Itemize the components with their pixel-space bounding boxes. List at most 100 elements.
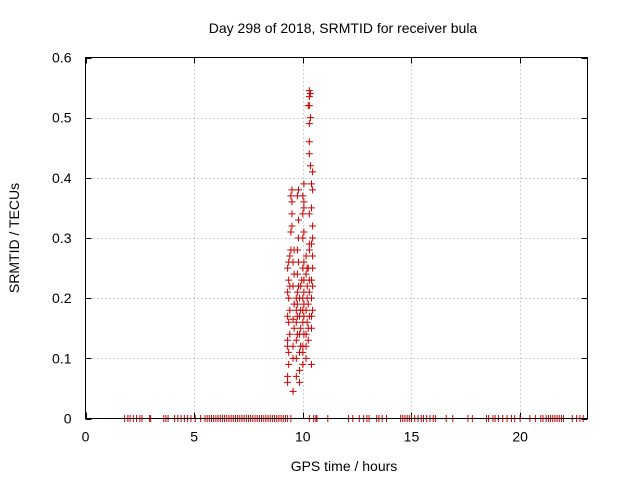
data-point bbox=[293, 288, 301, 296]
data-point bbox=[289, 342, 297, 350]
data-point bbox=[309, 168, 317, 176]
data-point bbox=[309, 222, 317, 230]
data-point bbox=[308, 360, 316, 368]
y-tick-label: 0.3 bbox=[52, 230, 72, 246]
data-point bbox=[297, 282, 305, 290]
data-point bbox=[288, 186, 296, 194]
data-point bbox=[308, 180, 316, 188]
data-point bbox=[284, 264, 292, 272]
data-point bbox=[308, 324, 316, 332]
data-point bbox=[296, 378, 304, 386]
data-point bbox=[309, 282, 317, 290]
x-tick-label: 15 bbox=[404, 429, 420, 445]
data-point bbox=[304, 336, 312, 344]
data-point bbox=[285, 294, 293, 302]
data-point bbox=[288, 210, 296, 218]
data-point bbox=[284, 336, 292, 344]
data-point bbox=[305, 150, 313, 158]
data-point bbox=[299, 348, 307, 356]
data-point bbox=[302, 354, 310, 362]
data-point bbox=[299, 234, 307, 242]
data-point bbox=[294, 216, 302, 224]
y-tick-label: 0.5 bbox=[52, 110, 72, 126]
data-point bbox=[305, 87, 313, 95]
data-point bbox=[290, 324, 298, 332]
data-point bbox=[305, 288, 313, 296]
data-point bbox=[309, 306, 317, 314]
y-tick-label: 0.1 bbox=[52, 350, 72, 366]
y-tick-label: 0.4 bbox=[52, 170, 72, 186]
data-point bbox=[305, 138, 313, 146]
data-point bbox=[285, 318, 293, 326]
x-tick-label: 10 bbox=[295, 429, 311, 445]
x-tick-labels: 0 5 10 15 20 bbox=[82, 429, 529, 445]
data-point bbox=[308, 312, 316, 320]
x-tick-label: 5 bbox=[190, 429, 198, 445]
data-point bbox=[308, 294, 316, 302]
data-point bbox=[306, 90, 314, 98]
data-point bbox=[286, 330, 294, 338]
data-point bbox=[302, 252, 310, 260]
data-point bbox=[304, 300, 312, 308]
data-point bbox=[308, 240, 316, 248]
data-point bbox=[304, 102, 312, 110]
data-point bbox=[287, 228, 295, 236]
data-point bbox=[285, 348, 293, 356]
data-point bbox=[284, 288, 292, 296]
x-axis-label: GPS time / hours bbox=[291, 458, 398, 474]
data-point bbox=[309, 186, 317, 194]
y-tick-label: 0.2 bbox=[52, 290, 72, 306]
data-point bbox=[309, 264, 317, 272]
data-point bbox=[292, 318, 300, 326]
data-point bbox=[302, 330, 310, 338]
data-point bbox=[308, 276, 316, 284]
data-point bbox=[305, 210, 313, 218]
x-tick-label: 20 bbox=[512, 429, 528, 445]
data-point bbox=[306, 162, 314, 170]
data-point bbox=[305, 246, 313, 254]
data-point bbox=[289, 387, 297, 395]
data-point bbox=[286, 306, 294, 314]
data-point bbox=[299, 210, 307, 218]
data-point bbox=[305, 120, 313, 128]
data-point bbox=[300, 180, 308, 188]
data-point bbox=[284, 312, 292, 320]
data-point bbox=[300, 204, 308, 212]
data-point bbox=[293, 300, 301, 308]
data-point bbox=[309, 234, 317, 242]
data-point bbox=[302, 270, 310, 278]
data-point bbox=[302, 342, 310, 350]
data-point bbox=[292, 354, 300, 362]
data-point bbox=[300, 228, 308, 236]
data-point bbox=[297, 324, 305, 332]
data-point bbox=[309, 252, 317, 260]
data-point bbox=[302, 306, 310, 314]
data-point bbox=[288, 222, 296, 230]
data-point bbox=[289, 315, 297, 323]
data-point bbox=[292, 336, 300, 344]
plot-frame bbox=[85, 57, 588, 419]
data-point bbox=[285, 360, 293, 368]
y-tick-labels: 0 0.1 0.2 0.3 0.4 0.5 0.6 bbox=[52, 50, 72, 427]
data-point bbox=[293, 270, 301, 278]
data-point bbox=[299, 360, 307, 368]
data-point bbox=[300, 258, 308, 266]
data-point bbox=[308, 204, 316, 212]
data-point bbox=[305, 93, 313, 101]
y-tick-label: 0 bbox=[64, 411, 72, 427]
data-point bbox=[300, 198, 308, 206]
chart-title: Day 298 of 2018, SRMTID for receiver bul… bbox=[209, 20, 478, 36]
data-point bbox=[299, 192, 307, 200]
data-point bbox=[294, 186, 302, 194]
data-point bbox=[293, 246, 301, 254]
data-point bbox=[284, 378, 292, 386]
data-point bbox=[285, 276, 293, 284]
y-tick-label: 0.6 bbox=[52, 50, 72, 66]
data-point bbox=[286, 252, 294, 260]
data-point bbox=[303, 318, 311, 326]
y-axis-label: SRMTID / TECUs bbox=[6, 183, 22, 293]
data-point bbox=[287, 192, 295, 200]
data-point bbox=[284, 372, 292, 380]
